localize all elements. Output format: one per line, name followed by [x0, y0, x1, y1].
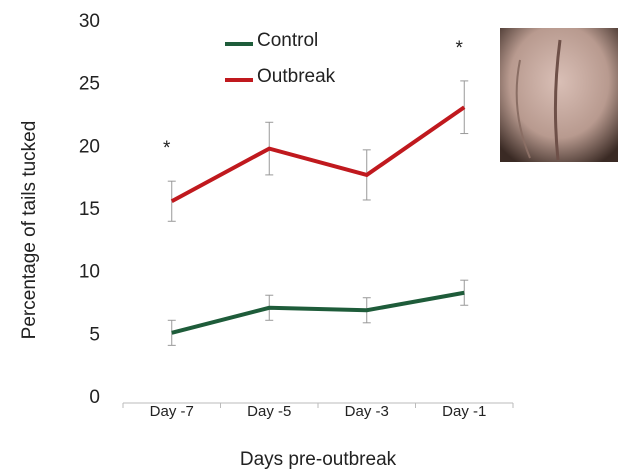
- annotation: *: [163, 138, 171, 159]
- y-tick-label: 15: [79, 199, 100, 220]
- legend-label: Outbreak: [257, 66, 336, 87]
- annotation: *: [456, 38, 464, 59]
- chart: Percentage of tails tucked Days pre-outb…: [0, 0, 618, 471]
- x-tick-label: Day -3: [345, 403, 389, 420]
- y-tick-label: 20: [79, 136, 100, 157]
- y-tick-label: 0: [89, 387, 100, 408]
- legend-label: Control: [257, 30, 318, 51]
- x-tick-label: Day -5: [247, 403, 291, 420]
- photo: [500, 28, 618, 162]
- y-tick-label: 5: [89, 324, 100, 345]
- x-tick-label: Day -7: [150, 403, 194, 420]
- line: [172, 107, 465, 201]
- x-tick-label: Day -1: [442, 403, 486, 420]
- x-axis-title: Days pre-outbreak: [240, 449, 397, 470]
- y-tick-label: 25: [79, 74, 100, 95]
- y-tick-label: 30: [79, 11, 100, 32]
- y-tick-label: 10: [79, 262, 100, 283]
- line: [172, 293, 465, 333]
- y-axis-title: Percentage of tails tucked: [19, 121, 40, 340]
